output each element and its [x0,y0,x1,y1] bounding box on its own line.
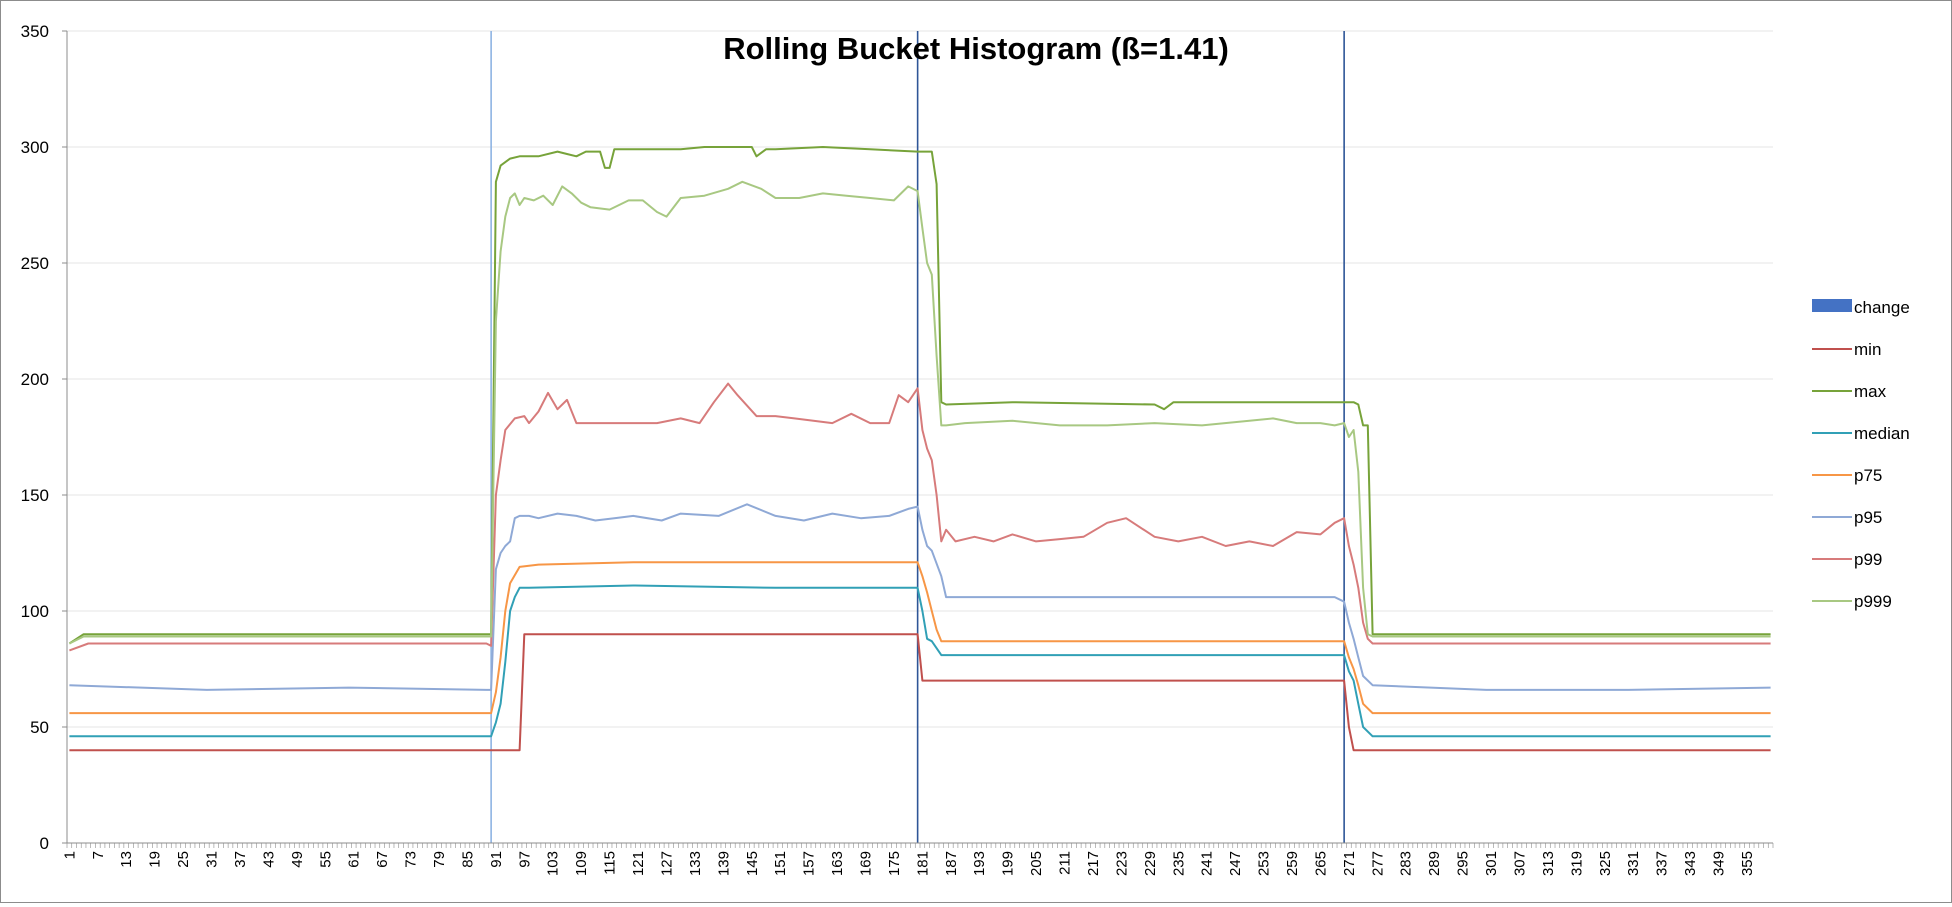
change-markers [490,31,1345,843]
x-tick-label: 37 [232,851,249,868]
x-tick-label: 229 [1142,851,1159,876]
x-tick-label: 211 [1057,851,1074,875]
x-tick-label: 145 [744,851,761,876]
x-tick-label: 43 [260,851,277,868]
x-tick-label: 199 [1000,851,1017,876]
x-tick-label: 241 [1199,851,1216,876]
x-tick-label: 163 [829,851,846,876]
x-tick-label: 283 [1398,851,1415,876]
x-tick-label: 97 [516,851,533,868]
x-tick-label: 253 [1256,851,1273,876]
series-line-median [69,584,1771,738]
x-tick-label: 133 [687,851,704,876]
x-tick-label: 55 [317,851,334,868]
series-line-p999 [68,180,1771,645]
x-tick-label: 7 [90,851,107,859]
chart-title: Rolling Bucket Histogram (ß=1.41) [723,31,1229,66]
x-tick-label: 79 [431,851,448,868]
x-tick-label: 115 [602,851,619,875]
series-line-min [69,633,1771,752]
x-tick-label: 205 [1028,851,1045,876]
x-tick-label: 217 [1085,851,1102,876]
x-tick-label: 259 [1284,851,1301,876]
legend-label-max: max [1854,382,1887,401]
x-tick-label: 175 [886,851,903,876]
series-lines [68,146,1771,752]
x-tick-label: 313 [1540,851,1557,876]
x-tick-label: 151 [772,851,789,876]
x-tick-label: 355 [1739,851,1756,876]
x-tick-label: 157 [801,851,818,876]
x-tick-label: 103 [545,851,562,876]
x-tick-label: 247 [1227,851,1244,876]
x-tick-label: 301 [1483,851,1500,876]
x-tick-label: 307 [1511,851,1528,876]
series-line-p95 [69,503,1771,691]
legend-label-change: change [1854,298,1910,317]
y-tick-label: 350 [21,22,49,41]
x-tick-label: 223 [1113,851,1130,876]
x-tick-label: 337 [1654,851,1671,876]
legend: change min max median p75 p95 p99 p999 [1812,298,1910,611]
x-tick-label: 277 [1369,851,1386,876]
x-tick-label: 127 [658,851,675,876]
legend-label-p95: p95 [1854,508,1882,527]
x-tick-label: 295 [1455,851,1472,876]
x-tick-label: 25 [175,851,192,868]
x-tick-label: 139 [715,851,732,876]
gridlines [67,30,1773,728]
y-tick-label: 150 [21,486,49,505]
legend-label-p999: p999 [1854,592,1892,611]
x-tick-label: 193 [971,851,988,876]
x-tick-label: 289 [1426,851,1443,876]
x-tick-label: 73 [403,851,420,868]
legend-swatch-change [1812,299,1852,312]
x-tick-label: 1 [61,851,78,859]
x-tick-label: 49 [289,851,306,868]
x-tick-label: 349 [1711,851,1728,876]
series-line-max [68,146,1771,645]
x-tick-label: 121 [630,851,647,876]
legend-label-min: min [1854,340,1881,359]
x-tick-label: 169 [858,851,875,876]
x-tick-label: 109 [573,851,590,876]
x-tick-label: 331 [1625,851,1642,876]
y-tick-label: 0 [40,834,49,853]
y-tick-label: 300 [21,138,49,157]
x-tick-label: 319 [1568,851,1585,876]
x-tick-label: 325 [1597,851,1614,876]
x-tick-label: 235 [1170,851,1187,876]
x-tick-label: 271 [1341,851,1358,876]
y-tick-label: 50 [30,718,49,737]
y-tick-label: 200 [21,370,49,389]
x-tick-label: 13 [118,851,135,868]
x-tick-label: 31 [204,851,221,868]
legend-label-p99: p99 [1854,550,1882,569]
legend-label-p75: p75 [1854,466,1882,485]
x-tick-label: 61 [346,851,363,868]
y-tick-label: 100 [21,602,49,621]
series-line-p99 [69,382,1771,652]
x-tick-label: 85 [459,851,476,868]
x-tick-label: 187 [943,851,960,876]
axes [66,31,1773,844]
x-tick-label: 343 [1682,851,1699,876]
x-tick-label: 265 [1312,851,1329,876]
x-axis-ticks: 1 7 13 19 25 31 37 43 49 55 61 67 73 79 85 91 97 103 109 11… [61,843,1774,876]
x-tick-label: 91 [488,851,505,868]
x-tick-label: 181 [914,851,931,876]
legend-label-median: median [1854,424,1910,443]
y-axis-ticks: 0 50 100 150 200 250 300 350 [21,22,67,853]
x-tick-label: 19 [147,851,164,868]
series-line-p75 [69,561,1771,715]
y-tick-label: 250 [21,254,49,273]
x-tick-label: 67 [374,851,391,868]
